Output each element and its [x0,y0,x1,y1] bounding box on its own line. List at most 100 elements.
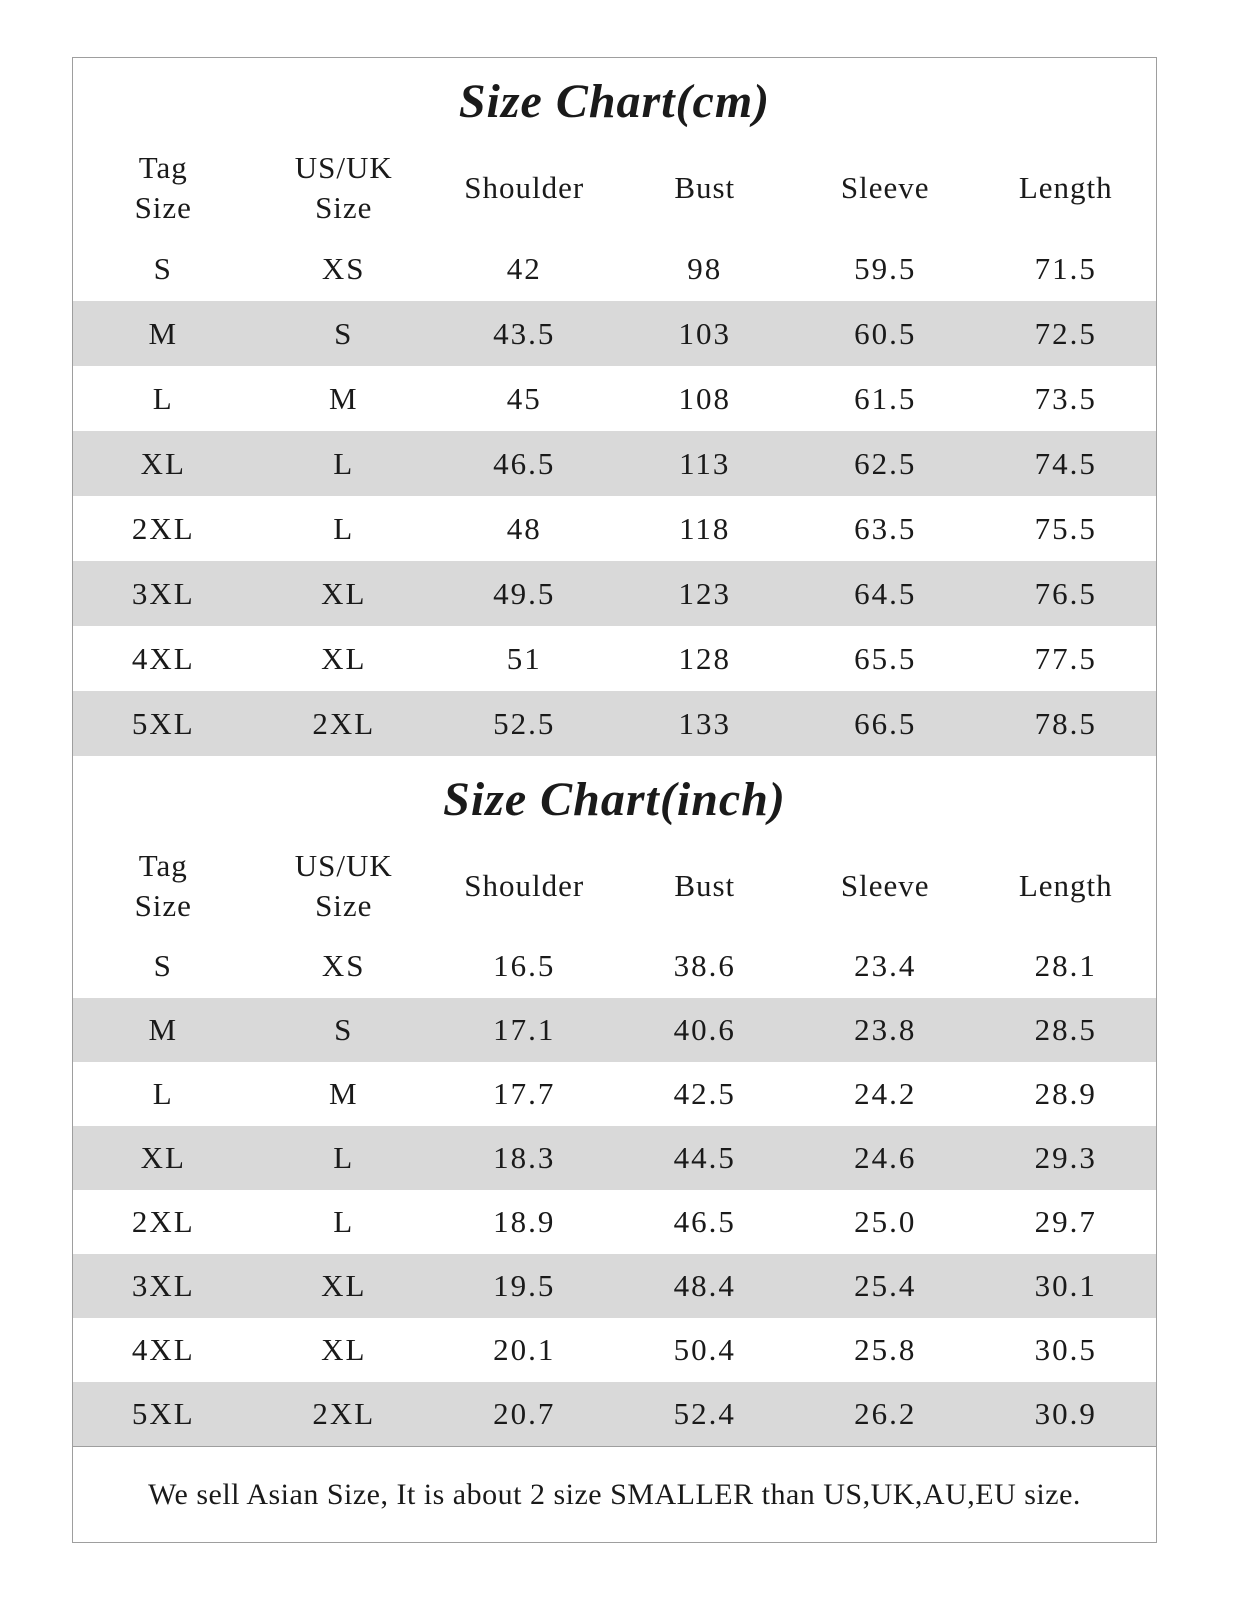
table-cell: 98 [687,250,723,286]
table-row: 5XL 2XL 20.7 52.4 26.2 30.9 [73,1382,1156,1446]
table-cell: L [333,1140,355,1175]
table-cell: 63.5 [854,510,917,546]
table-cell: 103 [678,315,731,351]
table-cell: 4XL [131,640,195,676]
table-cell: 49.5 [493,575,556,611]
table-cell: 66.5 [854,705,917,741]
table-row: S XS 16.5 38.6 23.4 28.1 [73,934,1156,998]
table-cell: 42.5 [673,1076,736,1111]
table-cell: 30.9 [1034,1396,1097,1431]
table-cell: 46.5 [673,1204,736,1239]
table-cell: S [153,948,173,983]
table-cell: 40.6 [673,1012,736,1047]
table-cell: 51 [506,640,542,676]
column-header: Sleeve [840,169,930,205]
table-cell: XL [321,640,367,676]
table-cell: 30.1 [1034,1268,1097,1303]
table-cell: 74.5 [1034,445,1097,481]
table-cell: 75.5 [1034,510,1097,546]
table-cell: 65.5 [854,640,917,676]
table-cell: 5XL [131,1396,195,1431]
table-row: L M 17.7 42.5 24.2 28.9 [73,1062,1156,1126]
table-cell: 24.2 [854,1076,917,1111]
table-cell: 28.9 [1034,1076,1097,1111]
table-row: M S 17.1 40.6 23.8 28.5 [73,998,1156,1062]
table-cell: 2XL [131,510,195,546]
table-row: M S 43.5 103 60.5 72.5 [73,301,1156,366]
table-cell: 45 [506,380,542,416]
table-cell: L [333,1204,355,1239]
table-cell: 43.5 [493,315,556,351]
column-header: Length [1018,169,1113,205]
table-cell: 64.5 [854,575,917,611]
table-cell: 4XL [131,1332,195,1367]
size-table-inch: Tag Size US/UK Size Shoulder Bust Sleeve Leng… [73,838,1156,1446]
table-cell: XL [321,575,367,611]
table-cell: 118 [679,510,731,546]
table-cell: S [334,315,354,351]
table-cell: 2XL [131,1204,195,1239]
table-cell: 5XL [131,705,195,741]
table-cell: 16.5 [493,948,556,983]
table-row: 3XL XL 49.5 123 64.5 76.5 [73,561,1156,626]
table-cell: 18.3 [493,1140,556,1175]
table-row: L M 45 108 61.5 73.5 [73,366,1156,431]
table-cell: 3XL [131,575,195,611]
table-cell: 72.5 [1034,315,1097,351]
table-cell: 2XL [312,705,376,741]
table-row: 2XL L 48 118 63.5 75.5 [73,496,1156,561]
table-cell: 29.7 [1034,1204,1097,1239]
header-row: Tag Size US/UK Size Shoulder Bust Sleeve Leng… [73,838,1156,934]
table-row: 2XL L 18.9 46.5 25.0 29.7 [73,1190,1156,1254]
table-cell: XL [321,1268,367,1303]
table-cell: 17.7 [493,1076,556,1111]
size-table-cm: Tag Size US/UK Size Shoulder Bust Sleeve Leng… [73,140,1156,756]
table-cell: 42 [506,250,542,286]
table-cell: 62.5 [854,445,917,481]
table-cell: L [333,445,355,481]
table-cell: S [334,1012,354,1047]
table-cell: 73.5 [1034,380,1097,416]
table-cell: 50.4 [673,1332,736,1367]
table-cell: 28.5 [1034,1012,1097,1047]
column-header: Tag Size [134,847,192,923]
table-cell: 38.6 [673,948,736,983]
table-cell: 113 [679,445,731,481]
table-cell: 30.5 [1034,1332,1097,1367]
size-chart-cm-title: Size Chart(cm) [458,75,771,128]
table-cell: 60.5 [854,315,917,351]
table-cell: M [328,1076,359,1111]
table-cell: 77.5 [1034,640,1097,676]
table-cell: XL [321,1332,367,1367]
table-cell: XL [140,1140,186,1175]
size-chart-sheet: Size Chart(cm) Tag Size US/UK Size Shoulde… [72,57,1157,1543]
table-cell: 52.4 [673,1396,736,1431]
table-cell: 48 [506,510,542,546]
table-row: S XS 42 98 59.5 71.5 [73,236,1156,301]
column-header: Shoulder [464,867,585,903]
table-cell: 2XL [312,1396,376,1431]
table-cell: XL [140,445,186,481]
table-cell: 108 [678,380,731,416]
table-cell: 29.3 [1034,1140,1097,1175]
column-header: US/UK Size [294,847,393,923]
column-header: Sleeve [840,867,930,903]
column-header: US/UK Size [294,149,393,225]
header-row: Tag Size US/UK Size Shoulder Bust Sleeve Leng… [73,140,1156,236]
column-header: Bust [674,169,736,205]
table-row: XL L 18.3 44.5 24.6 29.3 [73,1126,1156,1190]
table-cell: 71.5 [1034,250,1097,286]
table-cell: 48.4 [673,1268,736,1303]
column-header: Bust [674,867,736,903]
table-cell: 26.2 [854,1396,917,1431]
table-cell: 123 [678,575,731,611]
table-cell: 128 [678,640,731,676]
table-row: 4XL XL 51 128 65.5 77.5 [73,626,1156,691]
table-cell: M [148,315,179,351]
table-cell: 28.1 [1034,948,1097,983]
table-cell: L [333,510,355,546]
table-cell: 3XL [131,1268,195,1303]
table-cell: 20.1 [493,1332,556,1367]
table-cell: 20.7 [493,1396,556,1431]
table-cell: L [152,380,174,416]
